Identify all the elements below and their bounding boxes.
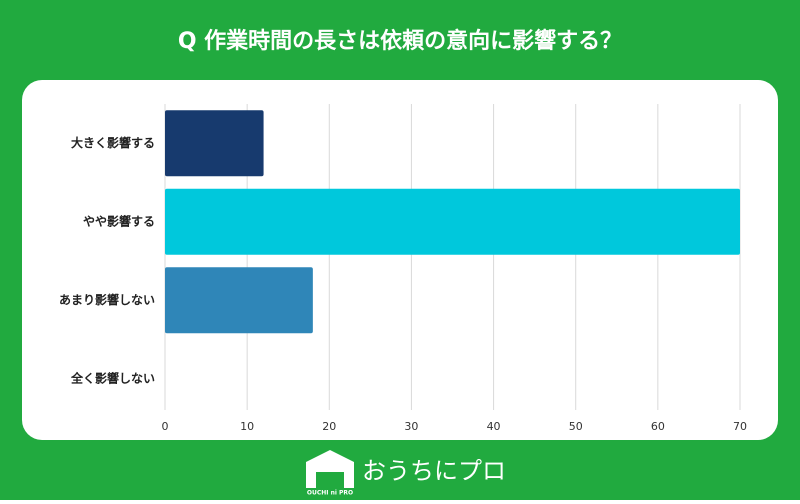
logo-name: おうちにプロ: [362, 457, 506, 485]
x-tick-label: 50: [569, 420, 583, 433]
x-tick-label: 0: [162, 420, 169, 433]
bar: [165, 188, 740, 255]
x-tick-label: 60: [651, 420, 665, 433]
plot: 0 10 20 30 40 50 60 70 大きく影響するやや影響するあまり影響しない全く影響…: [59, 104, 747, 433]
y-tick-label: やや影響する: [83, 213, 155, 228]
x-tick-label: 20: [322, 420, 336, 433]
x-tick-label: 30: [404, 420, 418, 433]
y-tick-label: あまり影響しない: [59, 292, 155, 307]
logo-mark: OUCHI ni PRO: [307, 490, 353, 497]
bar: [165, 267, 313, 334]
x-tick-label: 10: [240, 420, 254, 433]
bar: [165, 110, 264, 177]
panel: [22, 80, 778, 440]
x-tick-label: 70: [733, 420, 747, 433]
chart-title: Q 作業時間の長さは依頼の意向に影響する？: [178, 28, 622, 54]
logo: OUCHI ni PRO おうちにプロ: [306, 450, 506, 497]
y-tick-label: 大きく影響する: [71, 135, 155, 150]
y-tick-label: 全く影響しない: [70, 370, 155, 385]
x-tick-label: 40: [487, 420, 501, 433]
logo-icon: [306, 450, 354, 488]
